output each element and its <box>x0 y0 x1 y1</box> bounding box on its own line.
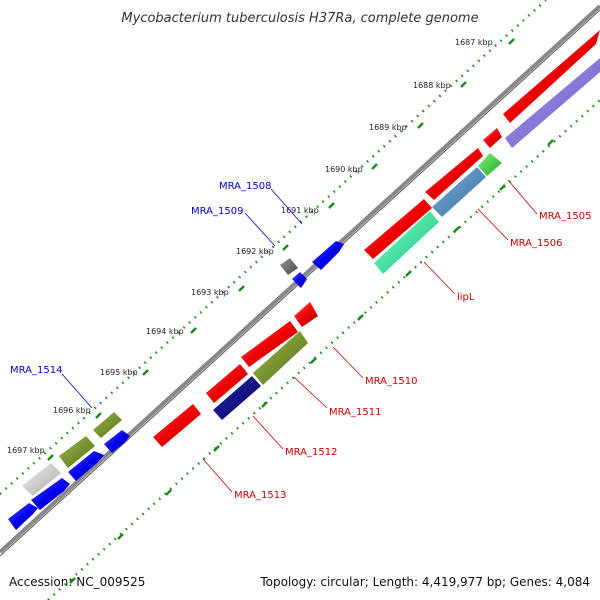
tick-label: 1695 kbp <box>100 368 138 377</box>
gene-label-mra1514[interactable]: MRA_1514 <box>10 365 62 376</box>
tick-mark <box>357 314 364 321</box>
accession-text: Accession: NC_009525 <box>9 575 145 589</box>
label-leaders <box>61 179 538 493</box>
tick-label: 1693 kbp <box>191 288 229 297</box>
gene-mra1506-green[interactable] <box>478 153 502 176</box>
gene-small-red[interactable] <box>483 128 502 148</box>
gene-mra1506[interactable] <box>432 167 486 217</box>
leader-mra1514 <box>61 373 93 409</box>
gene-blue-2[interactable] <box>68 451 104 481</box>
genome-title: Mycobacterium tuberculosis H37Ra, comple… <box>121 11 478 26</box>
major-ticks <box>47 38 515 461</box>
tick-mark <box>453 226 460 233</box>
tick-mark <box>117 533 124 540</box>
minus-strand-genes <box>153 30 600 447</box>
tick-mark <box>310 357 317 364</box>
tick-mark <box>165 489 172 496</box>
tick-label: 1692 kbp <box>236 247 274 256</box>
gene-label-mra1511[interactable]: MRA_1511 <box>329 407 381 418</box>
tick-mark <box>499 184 506 191</box>
tick-mark <box>547 139 554 146</box>
tick-label: 1691 kbp <box>281 206 319 215</box>
gene-mra1509-gray[interactable] <box>280 258 298 275</box>
tick-mark <box>405 270 412 277</box>
tick-label: 1689 kbp <box>369 123 407 132</box>
tick-mark <box>142 369 149 376</box>
tick-label: 1687 kbp <box>455 38 493 47</box>
gene-label-mra1508[interactable]: MRA_1508 <box>219 181 271 192</box>
gene-mra1512[interactable] <box>213 376 261 420</box>
gene-lightgray[interactable] <box>22 463 61 496</box>
tick-mark <box>190 327 197 334</box>
gene-mra1508[interactable] <box>312 241 344 270</box>
gene-mra1505-purple[interactable] <box>505 58 600 148</box>
plus-strand-genes <box>8 241 344 530</box>
gene-blue-4[interactable] <box>8 503 38 530</box>
tick-label: 1694 kbp <box>146 327 184 336</box>
tick-mark <box>69 577 76 584</box>
tick-mark <box>238 285 245 292</box>
leader-mra1513 <box>202 458 233 493</box>
leader-mra1505 <box>507 179 538 215</box>
gene-lipl[interactable] <box>374 211 439 274</box>
tick-mark <box>47 454 54 461</box>
leader-mra1510 <box>332 346 364 379</box>
tick-mark <box>328 202 335 209</box>
gene-mra1505[interactable] <box>503 30 600 123</box>
gene-labels: MRA_1505 MRA_1506 lipL MRA_1510 MRA_1511… <box>10 181 591 501</box>
gene-mra1513[interactable] <box>153 404 201 447</box>
gene-olive-1[interactable] <box>93 412 122 438</box>
tick-label: 1690 kbp <box>325 165 363 174</box>
tick-mark <box>282 244 289 251</box>
gene-mra1514[interactable] <box>59 436 95 468</box>
leader-mra1512 <box>252 415 284 450</box>
gene-blue-3[interactable] <box>31 478 70 510</box>
gene-label-mra1509[interactable]: MRA_1509 <box>191 206 243 217</box>
inner-tick-ring <box>47 99 600 600</box>
outer-tick-ring <box>0 0 547 495</box>
gene-label-mra1513[interactable]: MRA_1513 <box>234 490 286 501</box>
gene-blue-1[interactable] <box>104 430 130 453</box>
gene-red-mra1512-adj[interactable] <box>206 364 248 403</box>
tick-mark <box>508 38 515 45</box>
gene-mra1509[interactable] <box>292 272 307 288</box>
gene-label-mra1510[interactable]: MRA_1510 <box>365 376 417 387</box>
tick-mark <box>460 81 467 88</box>
leader-mra1506 <box>477 208 509 241</box>
tick-mark <box>213 445 220 452</box>
leader-mra1508 <box>270 188 303 225</box>
genome-summary-text: Topology: circular; Length: 4,419,977 bp… <box>259 575 590 589</box>
tick-mark <box>95 412 102 419</box>
gene-label-mra1512[interactable]: MRA_1512 <box>285 447 337 458</box>
tick-mark <box>371 163 378 170</box>
gene-mra1510[interactable] <box>294 302 318 327</box>
gene-label-mra1505[interactable]: MRA_1505 <box>539 211 591 222</box>
tick-mark <box>261 401 268 408</box>
gene-label-lipl[interactable]: lipL <box>457 292 475 303</box>
leader-mra1509 <box>244 212 276 247</box>
tick-label: 1696 kbp <box>53 406 91 415</box>
tick-mark <box>417 122 424 129</box>
leader-mra1511 <box>293 376 328 409</box>
leader-lipl <box>423 261 456 295</box>
gene-red-mid[interactable] <box>241 321 298 367</box>
gene-red-segment[interactable] <box>425 148 483 200</box>
gene-mra1511[interactable] <box>253 331 308 385</box>
tick-label: 1688 kbp <box>413 81 451 90</box>
tick-label: 1697 kbp <box>7 446 45 455</box>
inner-major-ticks <box>69 139 554 584</box>
gene-red-lipl-upstream[interactable] <box>364 199 432 259</box>
gene-label-mra1506[interactable]: MRA_1506 <box>510 238 562 249</box>
tick-labels: 1687 kbp 1688 kbp 1689 kbp 1690 kbp 1691… <box>7 38 493 455</box>
